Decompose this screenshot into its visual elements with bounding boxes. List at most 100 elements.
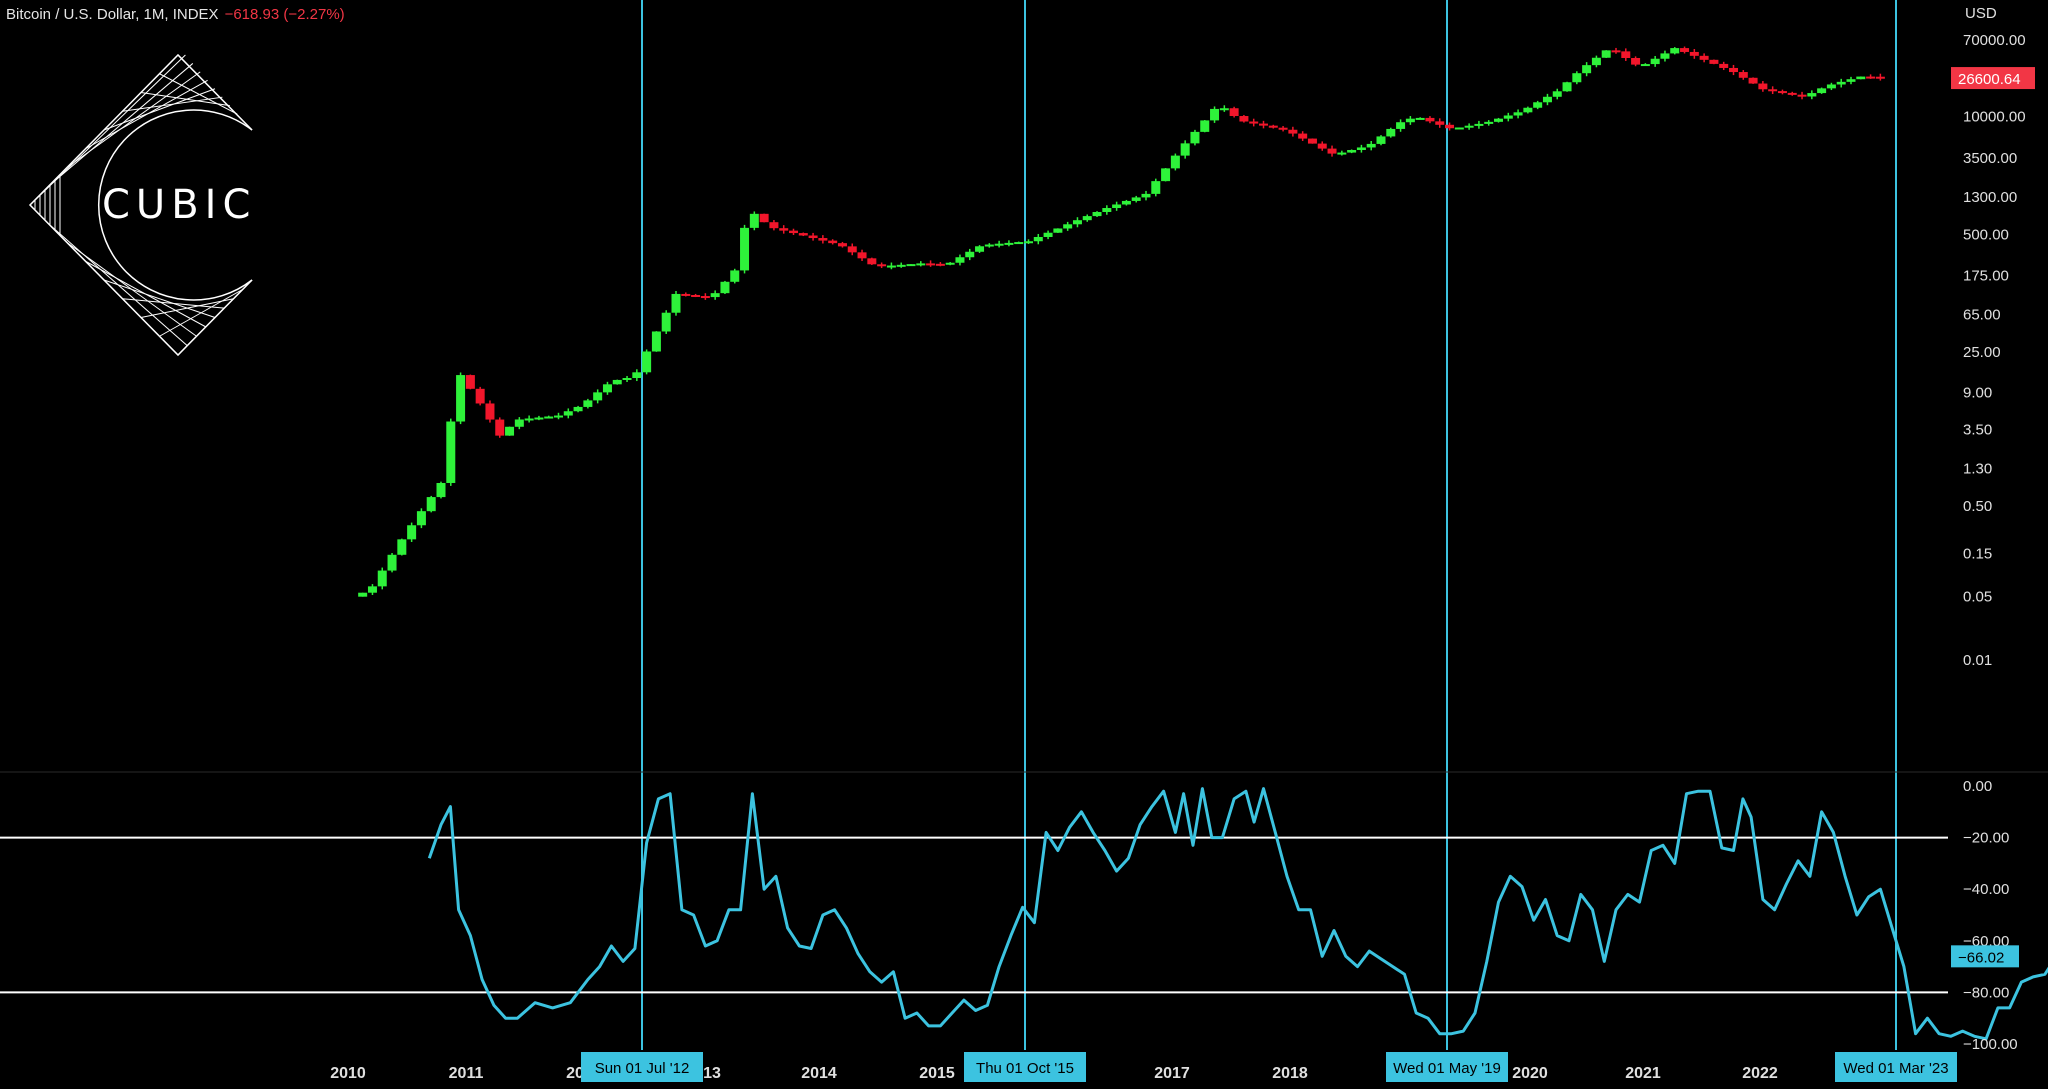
candle-body: [1190, 131, 1200, 144]
candle-body: [1366, 143, 1376, 148]
candle-body: [1043, 232, 1053, 237]
candle-body: [926, 263, 936, 266]
candle-body: [1033, 236, 1043, 242]
candle-body: [1807, 93, 1817, 97]
candle: [1474, 120, 1484, 129]
candle-body: [1797, 94, 1807, 97]
candle-body: [798, 233, 808, 236]
candle: [651, 331, 661, 352]
osc-tick-label: 0.00: [1963, 778, 1992, 795]
candle-body: [1072, 220, 1082, 225]
candle-body: [1670, 48, 1680, 54]
candle-body: [1680, 48, 1690, 52]
candle-body: [1102, 208, 1112, 213]
candle: [465, 374, 475, 390]
candle: [642, 349, 652, 375]
candle: [1102, 205, 1112, 215]
candle-body: [730, 270, 740, 282]
candle-body: [1170, 155, 1180, 169]
candle-body: [1611, 50, 1621, 53]
candle-body: [485, 403, 495, 420]
oscillator-axis[interactable]: 0.00−20.00−40.00−60.00−80.00−100.00−66.0…: [1951, 778, 2019, 1053]
candle: [1748, 77, 1758, 84]
candle-body: [896, 264, 906, 267]
year-label: 20: [566, 1065, 584, 1082]
candle: [779, 225, 789, 234]
candle: [847, 243, 857, 256]
candle: [1151, 178, 1161, 197]
price-tick-label: 3500.00: [1963, 150, 2017, 167]
candle-body: [1729, 67, 1738, 73]
candle-body: [671, 293, 681, 313]
candle: [1591, 55, 1601, 68]
candle-body: [1356, 147, 1366, 151]
candle-body: [1141, 193, 1151, 198]
candle: [583, 398, 593, 409]
year-label: 2017: [1154, 1065, 1190, 1082]
candle: [1836, 78, 1846, 88]
candle: [681, 292, 691, 297]
oscillator-line: [427, 787, 2048, 1041]
candle: [407, 522, 417, 543]
candle-body: [642, 351, 652, 373]
candle: [1729, 64, 1738, 76]
price-axis[interactable]: USD 70000.00 10000.00 3500.00 1300.00 500.00 1…: [1951, 5, 2035, 669]
candle: [798, 232, 808, 237]
candle: [367, 584, 377, 595]
price-tick-label: 70000.00: [1963, 32, 2026, 49]
candle: [563, 408, 573, 419]
candle: [1161, 168, 1171, 182]
candle: [1356, 144, 1366, 153]
candle-body: [1748, 77, 1758, 84]
candle-body: [1053, 228, 1063, 233]
candle-body: [1082, 216, 1092, 221]
candle-body: [1004, 242, 1014, 245]
candle: [534, 415, 544, 421]
candle: [1288, 126, 1298, 137]
candle-body: [377, 570, 387, 587]
candle-body: [1327, 148, 1337, 154]
candle: [514, 417, 524, 430]
candle: [1347, 149, 1357, 154]
candle-body: [534, 417, 544, 420]
candle-body: [407, 525, 417, 540]
candle: [612, 379, 622, 385]
candle-body: [1621, 51, 1631, 58]
candle-body: [495, 419, 505, 436]
candle: [818, 235, 828, 244]
candle: [1180, 140, 1190, 159]
candle-body: [1396, 122, 1406, 129]
symbol-title: Bitcoin / U.S. Dollar, 1M, INDEX: [6, 6, 219, 23]
candle: [456, 372, 466, 425]
candle-body: [975, 246, 985, 252]
candle: [1866, 74, 1876, 79]
candle: [1112, 201, 1122, 211]
candle: [1376, 135, 1386, 146]
price-tick-label: 9.00: [1963, 384, 1992, 401]
candle: [749, 211, 759, 231]
candle-body: [593, 392, 603, 401]
year-label: 2018: [1272, 1065, 1308, 1082]
candle: [671, 290, 681, 316]
candle: [416, 508, 426, 529]
year-label: 2015: [919, 1065, 955, 1082]
candle: [1738, 70, 1748, 80]
candle: [358, 592, 368, 597]
candle: [1239, 114, 1249, 123]
candle-body: [1513, 112, 1523, 116]
candle-body: [1161, 168, 1171, 182]
price-tick-label: 65.00: [1963, 307, 2001, 324]
candle: [1572, 71, 1582, 85]
candle: [1660, 50, 1670, 62]
candle-body: [1268, 125, 1278, 128]
candle-body: [602, 384, 612, 393]
candle: [789, 228, 798, 235]
candle: [554, 412, 563, 420]
candle-body: [857, 252, 867, 259]
candle-body: [1866, 76, 1876, 79]
candle: [1464, 123, 1474, 130]
candle-body: [1787, 92, 1797, 95]
candle: [387, 553, 397, 573]
time-axis[interactable]: 2010 2011 20 13 2014 2015 2017 2018 2020 2021 2022…: [330, 1052, 1957, 1082]
